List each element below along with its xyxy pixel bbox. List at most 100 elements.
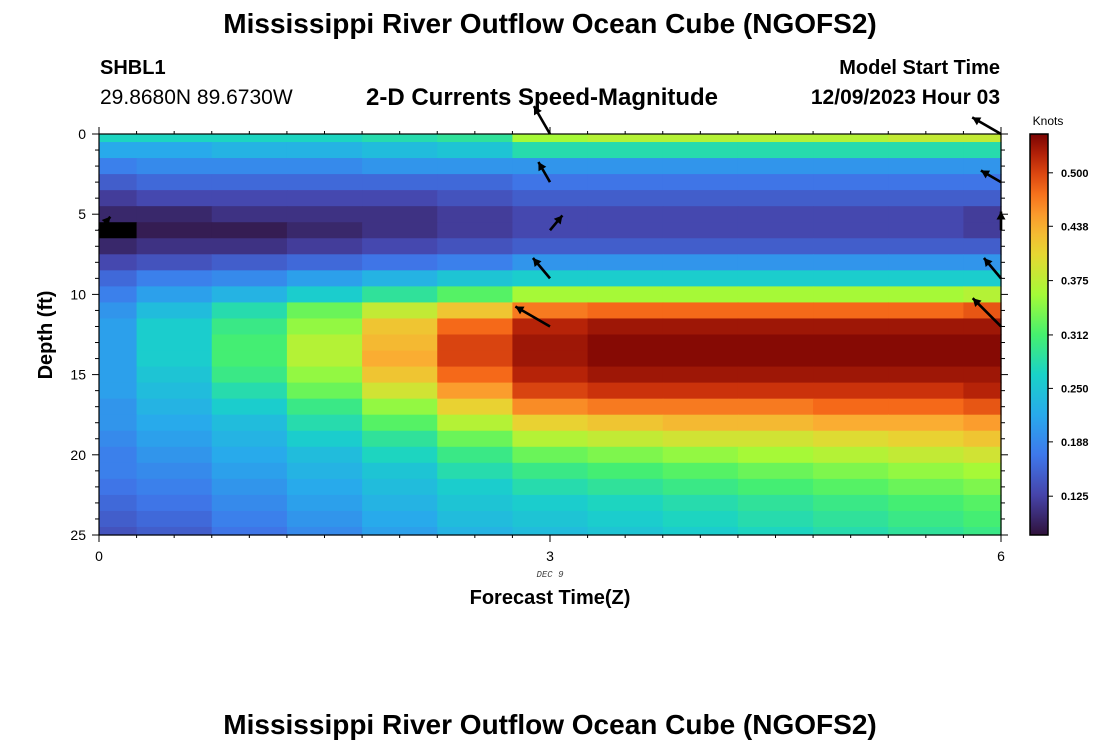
heatmap-cell bbox=[437, 526, 514, 536]
heatmap-cell bbox=[888, 206, 965, 223]
heatmap-cell bbox=[136, 398, 213, 416]
heatmap-cell bbox=[99, 350, 138, 368]
heatmap-cell bbox=[737, 222, 814, 239]
current-vector-arrow bbox=[980, 169, 1002, 184]
heatmap-cell bbox=[136, 318, 213, 336]
heatmap-cell bbox=[286, 526, 363, 536]
heatmap-cell bbox=[662, 238, 739, 255]
heatmap-cell bbox=[737, 286, 814, 304]
heatmap-cell bbox=[362, 398, 438, 416]
heatmap-cell bbox=[662, 414, 739, 432]
heatmap-cell bbox=[662, 366, 739, 384]
heatmap-cell bbox=[211, 446, 288, 464]
heatmap-cell bbox=[362, 238, 438, 255]
heatmap-cell bbox=[286, 302, 363, 320]
heatmap-cell bbox=[211, 254, 288, 271]
heatmap-cell bbox=[286, 350, 363, 368]
y-axis-label: Depth (ft) bbox=[35, 291, 57, 380]
model-start-label: Model Start Time bbox=[839, 57, 1000, 79]
heatmap-cell bbox=[662, 142, 739, 159]
heatmap-cell bbox=[136, 494, 213, 512]
heatmap-cell bbox=[99, 462, 138, 480]
heatmap-cell bbox=[737, 446, 814, 464]
heatmap-cell bbox=[286, 382, 363, 400]
heatmap-cell bbox=[211, 318, 288, 336]
heatmap-cell bbox=[963, 142, 1002, 159]
model-start-value: 12/09/2023 Hour 03 bbox=[810, 86, 1000, 109]
heatmap-cell bbox=[136, 206, 213, 223]
heatmap-cell bbox=[888, 414, 965, 432]
heatmap-cell bbox=[587, 382, 664, 400]
heatmap-cell bbox=[437, 334, 514, 352]
heatmap-cell bbox=[737, 334, 814, 352]
heatmap-cell bbox=[362, 350, 438, 368]
heatmap-cell bbox=[888, 238, 965, 255]
heatmap-cell bbox=[211, 398, 288, 416]
x-tick-label: 6 bbox=[997, 548, 1005, 564]
heatmap-cell bbox=[286, 462, 363, 480]
heatmap-cell bbox=[211, 462, 288, 480]
heatmap-cell bbox=[512, 494, 589, 512]
heatmap-cell bbox=[963, 286, 1002, 304]
heatmap-cell bbox=[963, 350, 1002, 368]
heatmap-cell bbox=[99, 366, 138, 384]
y-tick-label: 5 bbox=[78, 206, 86, 222]
heatmap-cell bbox=[888, 190, 965, 207]
heatmap-cell bbox=[813, 238, 889, 255]
heatmap-cell bbox=[963, 526, 1002, 536]
heatmap-cell bbox=[136, 526, 213, 536]
heatmap-cell bbox=[136, 238, 213, 255]
heatmap-cell bbox=[286, 142, 363, 159]
heatmap-cell bbox=[286, 174, 363, 191]
heatmap-cell bbox=[99, 430, 138, 448]
heatmap-cell bbox=[587, 134, 664, 143]
heatmap-cell bbox=[512, 142, 589, 159]
heatmap-cell bbox=[437, 430, 514, 448]
heatmap-cell bbox=[286, 158, 363, 175]
heatmap-cell bbox=[963, 174, 1002, 191]
heatmap-cell bbox=[437, 286, 514, 304]
heatmap-cell bbox=[963, 430, 1002, 448]
heatmap-cell bbox=[512, 430, 589, 448]
heatmap-cell bbox=[737, 142, 814, 159]
heatmap-cell bbox=[963, 398, 1002, 416]
heatmap-cell bbox=[362, 446, 438, 464]
heatmap-cell bbox=[813, 398, 889, 416]
current-vector-arrow bbox=[971, 297, 1002, 328]
heatmap-cell bbox=[662, 350, 739, 368]
heatmap-cell bbox=[737, 318, 814, 336]
heatmap-cell bbox=[737, 350, 814, 368]
heatmap-cell bbox=[888, 142, 965, 159]
heatmap-cell bbox=[211, 206, 288, 223]
heatmap-cell bbox=[512, 254, 589, 271]
heatmap-cell bbox=[587, 334, 664, 352]
colorbar-tick-label: 0.375 bbox=[1061, 276, 1089, 288]
heatmap-cell bbox=[813, 190, 889, 207]
heatmap-cell bbox=[813, 382, 889, 400]
heatmap-cell bbox=[737, 494, 814, 512]
heatmap-cell bbox=[737, 414, 814, 432]
heatmap-cell bbox=[136, 414, 213, 432]
heatmap-cell bbox=[211, 158, 288, 175]
station-coordinates: 29.8680N 89.6730W bbox=[100, 86, 293, 109]
colorbar-tick-label: 0.188 bbox=[1061, 437, 1089, 449]
heatmap-cell bbox=[888, 222, 965, 239]
heatmap-cell bbox=[136, 190, 213, 207]
y-tick-label: 25 bbox=[70, 527, 86, 543]
heatmap-cell bbox=[662, 222, 739, 239]
heatmap-cell bbox=[286, 478, 363, 496]
heatmap-cell bbox=[437, 446, 514, 464]
heatmap-cell bbox=[512, 510, 589, 528]
heatmap-cell bbox=[963, 382, 1002, 400]
heatmap-cell bbox=[888, 134, 965, 143]
heatmap-cell bbox=[813, 318, 889, 336]
heatmap-cell bbox=[737, 478, 814, 496]
heatmap-cell bbox=[136, 302, 213, 320]
heatmap-cell bbox=[136, 286, 213, 304]
heatmap-cell bbox=[813, 158, 889, 175]
heatmap-cell bbox=[587, 478, 664, 496]
heatmap-cell bbox=[813, 510, 889, 528]
heatmap-cell bbox=[737, 430, 814, 448]
heatmap-cell bbox=[286, 366, 363, 384]
heatmap-cell bbox=[211, 366, 288, 384]
